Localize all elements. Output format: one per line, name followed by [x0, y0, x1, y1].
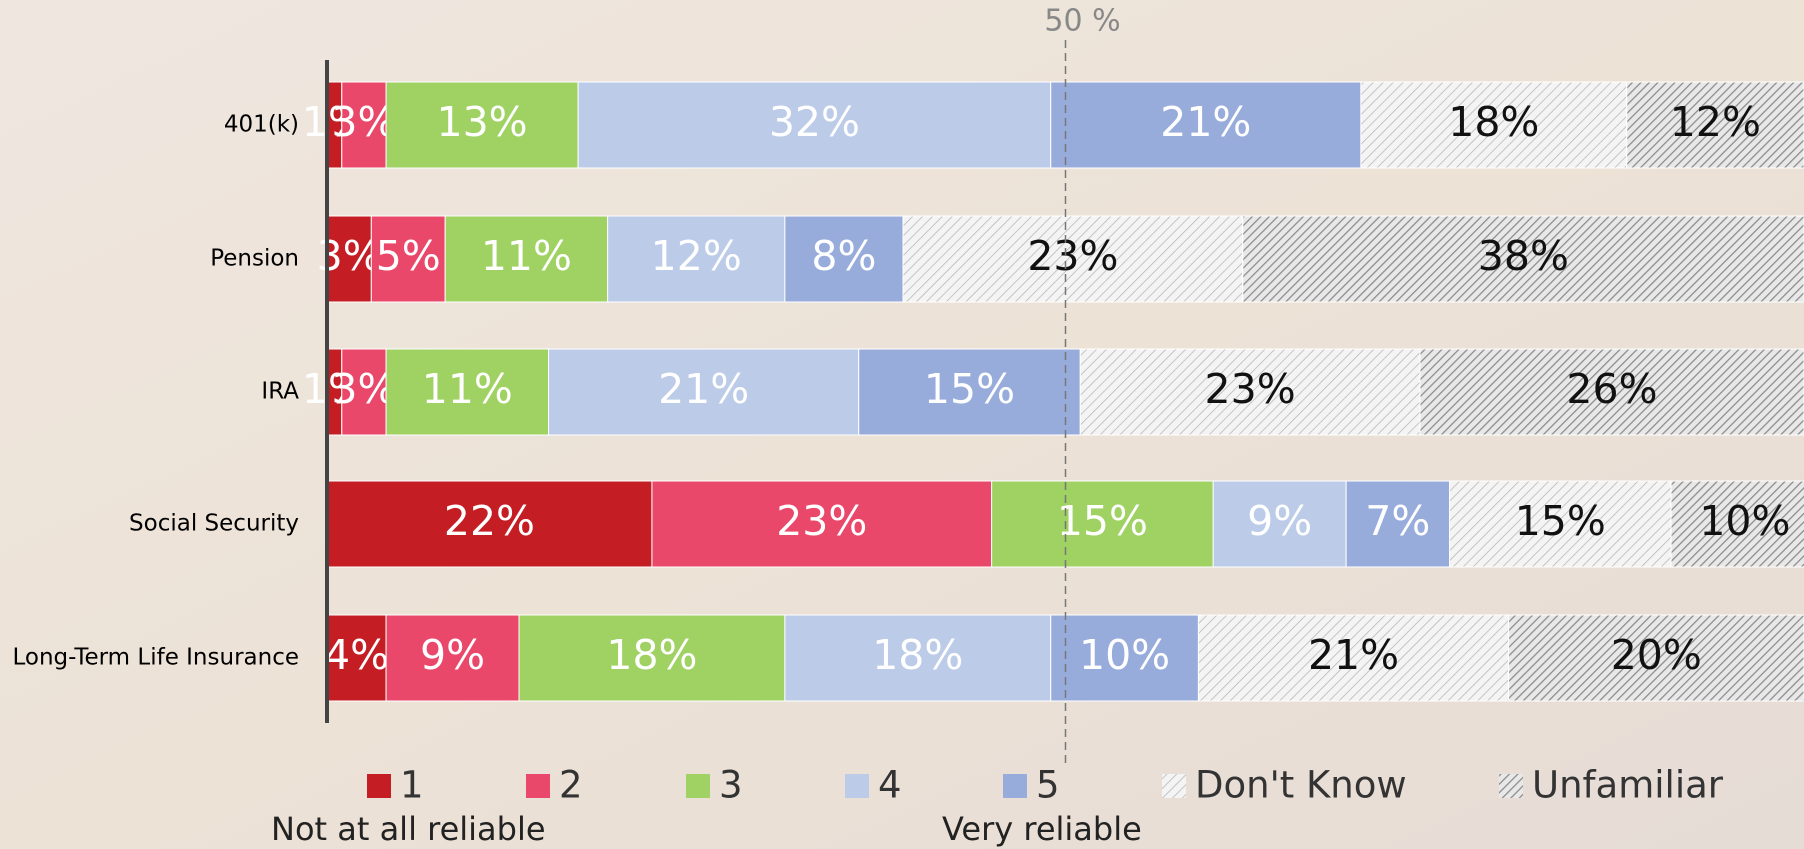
- value-label: 10%: [1699, 497, 1790, 545]
- value-label: 38%: [1478, 232, 1569, 280]
- bar-segment: [1419, 348, 1804, 436]
- scale-label: Not at all reliable: [271, 810, 546, 848]
- value-label: 11%: [422, 365, 513, 413]
- bar-segment: [1508, 614, 1804, 702]
- bar-segment: [1449, 480, 1672, 568]
- bar-segment: [1050, 614, 1199, 702]
- bar-segment: [385, 81, 579, 169]
- value-label: 18%: [606, 631, 697, 679]
- bar-segment: [370, 215, 446, 303]
- reference-label: 50 %: [1044, 4, 1120, 39]
- value-label: 21%: [658, 365, 749, 413]
- value-label: 12%: [651, 232, 742, 280]
- value-label: 5%: [376, 232, 441, 280]
- bar-segment: [341, 348, 387, 436]
- bar-segment: [784, 215, 904, 303]
- legend-label: 1: [400, 764, 424, 807]
- bar-segment: [858, 348, 1081, 436]
- value-label: 26%: [1566, 365, 1657, 413]
- bar-segment: [326, 480, 653, 568]
- value-label: 12%: [1670, 98, 1761, 146]
- value-label: 21%: [1160, 98, 1251, 146]
- value-label: 8%: [811, 232, 876, 280]
- value-label: 23%: [776, 497, 867, 545]
- legend-swatch: [1162, 774, 1186, 798]
- bar-segment: [1345, 480, 1451, 568]
- bar-segment: [1626, 81, 1804, 169]
- bar-segment: [1197, 614, 1510, 702]
- legend-swatch: [1003, 774, 1027, 798]
- scale-label: Very reliable: [942, 810, 1142, 848]
- value-label: 9%: [420, 631, 485, 679]
- value-label: 4%: [324, 631, 389, 679]
- bar-segment: [902, 215, 1244, 303]
- bar-segment: [1360, 81, 1628, 169]
- category-label: 401(k): [224, 112, 299, 138]
- value-label: 20%: [1611, 631, 1702, 679]
- value-label: 21%: [1308, 631, 1399, 679]
- value-label: 22%: [444, 497, 535, 545]
- value-label: 15%: [924, 365, 1015, 413]
- bar-segment: [548, 348, 860, 436]
- legend-label: 3: [719, 764, 743, 807]
- bar-segment: [1242, 215, 1804, 303]
- legend-swatch: [1499, 774, 1523, 798]
- category-label: Pension: [210, 246, 299, 272]
- category-label: Long-Term Life Insurance: [12, 645, 299, 671]
- value-label: 7%: [1365, 497, 1430, 545]
- bar-segment: [991, 480, 1214, 568]
- bar-segment: [1050, 81, 1362, 169]
- value-label: 18%: [1448, 98, 1539, 146]
- legend-label: 2: [559, 764, 583, 807]
- legend-swatch: [845, 774, 869, 798]
- value-label: 15%: [1515, 497, 1606, 545]
- legend-label: 5: [1036, 764, 1060, 807]
- value-label: 15%: [1057, 497, 1148, 545]
- legend-swatch: [526, 774, 550, 798]
- value-label: 23%: [1205, 365, 1296, 413]
- value-label: 11%: [481, 232, 572, 280]
- value-label: 10%: [1079, 631, 1170, 679]
- value-label: 13%: [437, 98, 528, 146]
- category-label: Social Security: [129, 511, 299, 537]
- bar-segment: [1212, 480, 1347, 568]
- bar-segment: [444, 215, 609, 303]
- value-label: 18%: [872, 631, 963, 679]
- category-label: IRA: [261, 379, 299, 405]
- bar-segment: [607, 215, 786, 303]
- bar-segment: [577, 81, 1052, 169]
- bar-segment: [651, 480, 993, 568]
- legend-label: 4: [878, 764, 902, 807]
- value-label: 32%: [769, 98, 860, 146]
- legend-label: Unfamiliar: [1532, 764, 1724, 807]
- bar-segment: [784, 614, 1052, 702]
- value-label: 23%: [1027, 232, 1118, 280]
- legend-swatch: [686, 774, 710, 798]
- bar-segment: [326, 614, 387, 702]
- legend-swatch: [367, 774, 391, 798]
- legend-label: Don't Know: [1195, 764, 1407, 807]
- bar-segment: [1670, 480, 1804, 568]
- value-label: 9%: [1247, 497, 1312, 545]
